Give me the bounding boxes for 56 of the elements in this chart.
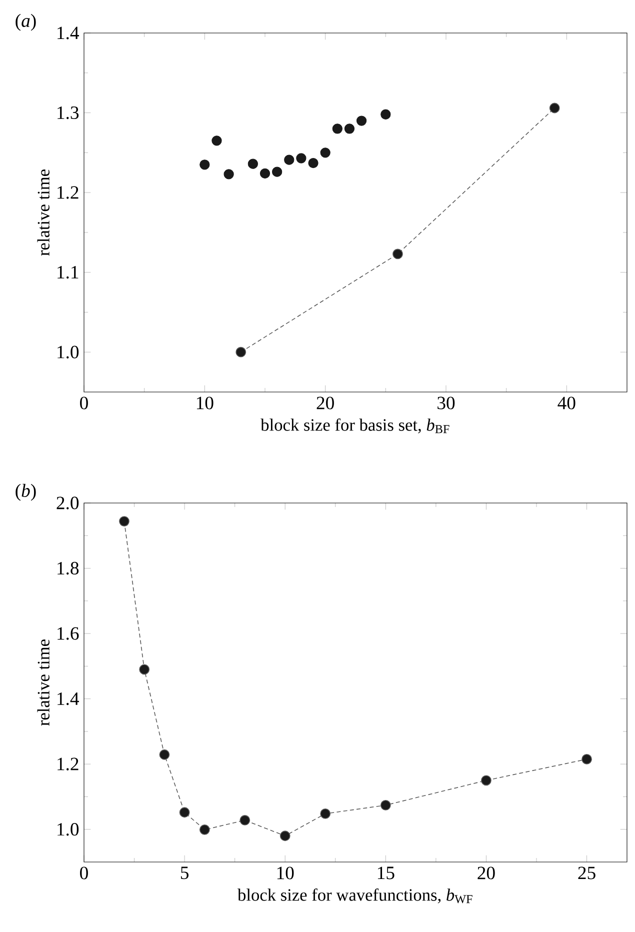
x-axis-title: block size for basis set, b$_{BF}$ bbox=[260, 418, 450, 434]
point bbox=[139, 664, 150, 675]
y-tick-label: 2.0 bbox=[56, 496, 79, 510]
y-tick-label: 1.2 bbox=[58, 186, 78, 199]
point bbox=[332, 124, 342, 134]
y-axis-title: relative time bbox=[37, 640, 50, 726]
point bbox=[280, 830, 290, 842]
point bbox=[224, 169, 234, 180]
point bbox=[260, 168, 270, 178]
chart-title: (a) bbox=[16, 14, 36, 31]
point bbox=[212, 136, 222, 146]
x-tick-label: 40 bbox=[558, 396, 576, 410]
y-tick-label: 1.6 bbox=[58, 627, 79, 640]
point bbox=[582, 754, 592, 764]
y-tick-label: 1.0 bbox=[58, 823, 79, 836]
x-tick-label: 0 bbox=[80, 396, 88, 410]
x-tick-label: 30 bbox=[438, 396, 455, 410]
y-tick-label: 1.1 bbox=[58, 266, 78, 279]
y-axis-title: relative time bbox=[37, 170, 50, 256]
point bbox=[159, 749, 170, 760]
point bbox=[481, 775, 492, 786]
point bbox=[200, 160, 210, 170]
point bbox=[119, 516, 130, 526]
point bbox=[272, 166, 282, 177]
point bbox=[236, 346, 246, 358]
x-tick-label: 25 bbox=[578, 866, 596, 880]
point bbox=[392, 248, 403, 260]
x-tick-label: 0 bbox=[80, 866, 88, 880]
point bbox=[284, 154, 294, 165]
point bbox=[320, 808, 331, 819]
y-tick-label: 1.3 bbox=[58, 106, 79, 120]
point bbox=[380, 109, 391, 120]
point bbox=[296, 153, 306, 164]
y-tick-label: 1.2 bbox=[58, 758, 78, 770]
point bbox=[308, 158, 318, 168]
point bbox=[320, 148, 330, 158]
x-axis-title: block size for wavefunctions, b$_{WF}$ bbox=[238, 888, 472, 904]
point bbox=[179, 807, 190, 818]
point bbox=[199, 824, 210, 835]
point bbox=[380, 800, 391, 810]
point bbox=[356, 116, 367, 126]
x-tick-label: 15 bbox=[378, 866, 394, 880]
y-tick-label: 1.0 bbox=[58, 346, 79, 358]
x-tick-label: 20 bbox=[316, 396, 334, 410]
y-tick-label: 1.4 bbox=[58, 692, 80, 706]
point bbox=[248, 158, 258, 169]
x-tick-label: 5 bbox=[180, 866, 188, 880]
x-tick-label: 10 bbox=[196, 396, 214, 410]
chart-title: (b) bbox=[16, 484, 36, 501]
x-tick-label: 10 bbox=[277, 866, 294, 880]
y-tick-label: 1.4 bbox=[58, 26, 80, 40]
point bbox=[240, 815, 250, 826]
y-tick-label: 1.8 bbox=[58, 562, 79, 575]
point bbox=[549, 102, 560, 114]
point bbox=[344, 124, 355, 134]
x-tick-label: 20 bbox=[478, 866, 495, 880]
